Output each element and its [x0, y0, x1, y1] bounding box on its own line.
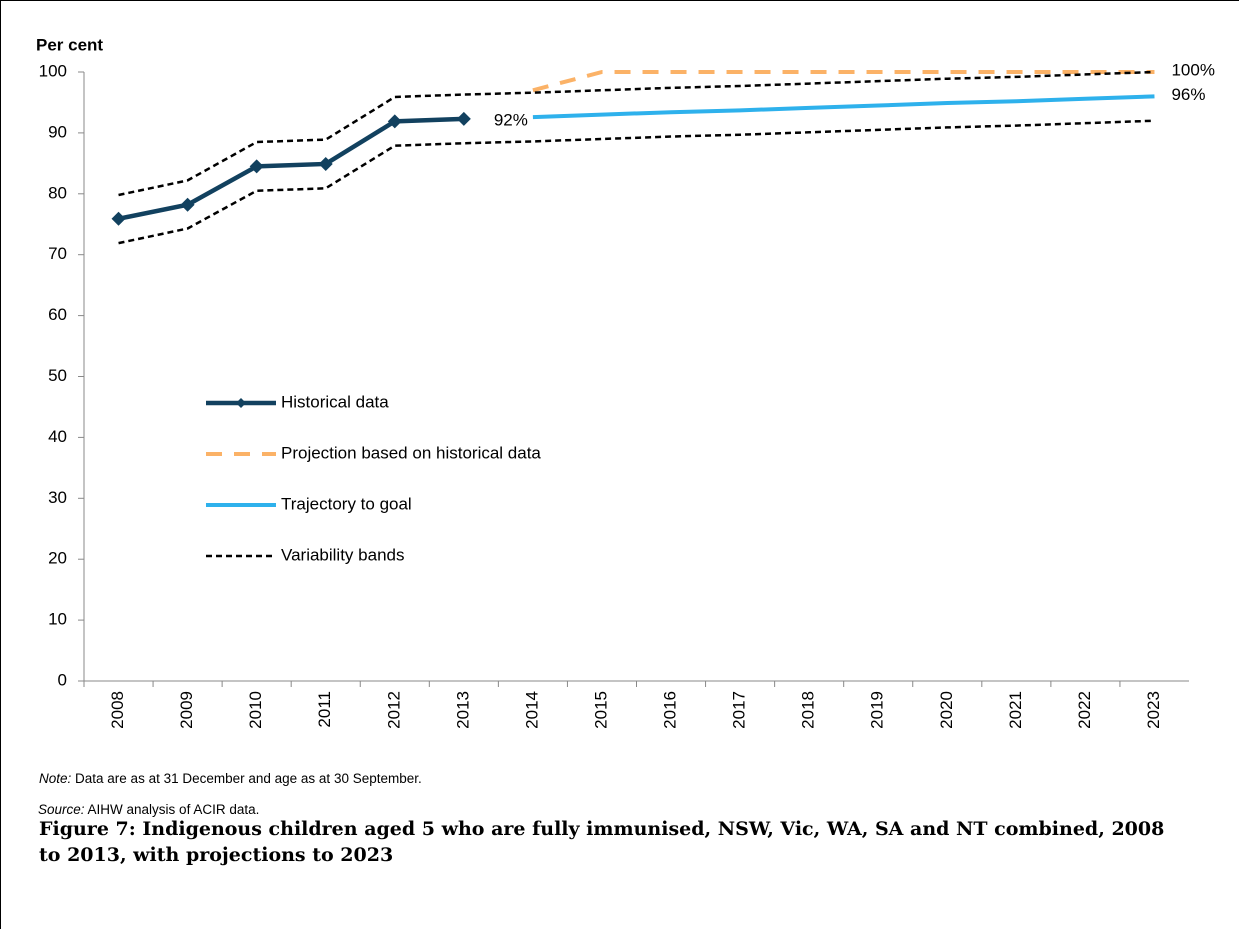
x-tick-label: 2015: [591, 691, 610, 729]
x-tick-label: 2019: [868, 691, 887, 729]
x-tick-label: 2016: [661, 691, 680, 729]
marker: [249, 159, 264, 174]
marker: [318, 156, 333, 171]
x-tick-label: 2009: [177, 691, 196, 729]
y-tick-label: 40: [48, 427, 67, 446]
legend-label: Variability bands: [281, 545, 404, 564]
y-tick-label: 70: [48, 244, 67, 263]
note: Note: Data are as at 31 December and age…: [39, 771, 422, 786]
data-label: 100%: [1171, 60, 1214, 79]
y-tick-label: 80: [48, 183, 67, 202]
series-line: [532, 70, 1155, 93]
x-tick-label: 2021: [1006, 691, 1025, 729]
note-label: Note:: [39, 771, 72, 786]
y-tick-label: 20: [48, 549, 67, 568]
y-tick-label: 60: [48, 305, 67, 324]
series-line: [118, 116, 464, 221]
x-tick-label: 2023: [1144, 691, 1163, 729]
legend-label: Projection based on historical data: [281, 443, 541, 462]
x-tick-label: 2011: [315, 691, 334, 728]
legend-marker: [236, 398, 246, 408]
y-tick-label: 0: [58, 670, 67, 689]
chart: Per cent 0 10 20 30 40 50 60 70 80 90 100 2008 2009 2…: [36, 35, 1215, 729]
marker: [180, 197, 195, 212]
marker: [387, 114, 402, 129]
x-tick-label: 2017: [730, 691, 749, 729]
x-tick-label: 2010: [246, 691, 265, 729]
band-lower: [118, 119, 1155, 245]
source: Source: AIHW analysis of ACIR data.: [38, 802, 259, 817]
y-tick-label: 10: [48, 610, 67, 629]
caption: Figure 7: Indigenous children aged 5 who…: [39, 818, 1165, 866]
y-tick-label: 100: [39, 61, 67, 80]
x-tick-label: 2012: [384, 691, 403, 729]
data-label: 92%: [494, 110, 528, 129]
x-tick-label: 2014: [522, 691, 541, 729]
marker: [111, 211, 126, 226]
y-tick-label: 90: [48, 122, 67, 141]
marker: [456, 111, 471, 126]
y-axis-label: Per cent: [36, 35, 103, 54]
x-tick-label: 2008: [108, 691, 127, 729]
y-tick-label: 30: [48, 488, 67, 507]
band-upper: [118, 70, 1155, 197]
source-label: Source:: [38, 802, 85, 817]
series-line: [532, 94, 1155, 120]
note-text: Data are as at 31 December and age as at…: [71, 771, 422, 786]
data-label: 96%: [1171, 85, 1205, 104]
x-tick-label: 2020: [937, 691, 956, 729]
x-tick-label: 2022: [1075, 691, 1094, 729]
source-text: AIHW analysis of ACIR data.: [84, 802, 260, 817]
x-tick-label: 2018: [799, 691, 818, 729]
y-tick-label: 50: [48, 366, 67, 385]
legend-label: Trajectory to goal: [281, 494, 412, 513]
x-tick-label: 2013: [453, 691, 472, 729]
legend-label: Historical data: [281, 392, 389, 411]
